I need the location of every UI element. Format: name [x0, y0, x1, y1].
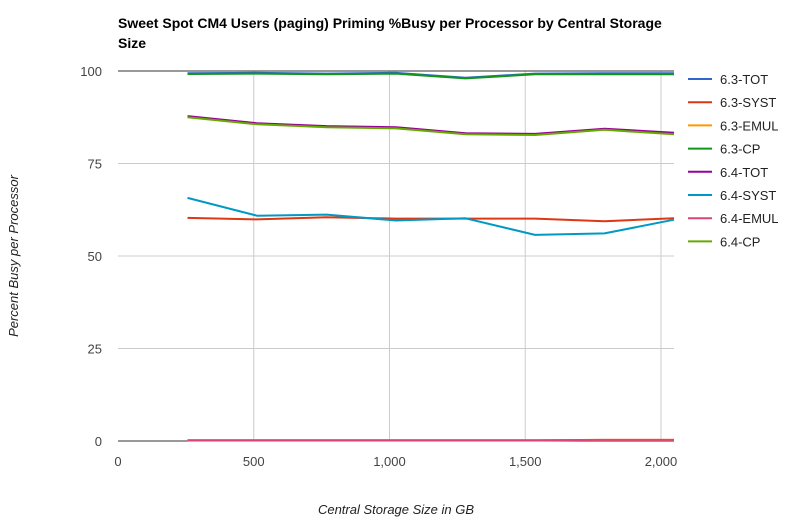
legend-label: 6.4-CP: [720, 234, 760, 249]
x-tick-label: 1,000: [373, 454, 406, 469]
y-tick-label: 100: [80, 64, 102, 79]
legend-item[interactable]: 6.4-CP: [688, 234, 760, 249]
legend-item[interactable]: 6.4-TOT: [688, 165, 768, 180]
legend-item[interactable]: 6.3-SYST: [688, 95, 776, 110]
y-tick-label: 25: [88, 342, 102, 357]
legend-item[interactable]: 6.3-CP: [688, 142, 760, 157]
legend-label: 6.3-EMUL: [720, 118, 779, 133]
y-tick-label: 50: [88, 249, 102, 264]
legend-item[interactable]: 6.4-EMUL: [688, 211, 779, 226]
legend-label: 6.4-SYST: [720, 188, 776, 203]
y-tick-label: 0: [95, 434, 102, 449]
x-tick-label: 0: [114, 454, 121, 469]
series-lines: [187, 71, 675, 442]
legend-item[interactable]: 6.4-SYST: [688, 188, 776, 203]
x-axis-title: Central Storage Size in GB: [318, 502, 474, 517]
x-tick-label: 500: [243, 454, 265, 469]
x-tick-label: 2,000: [645, 454, 678, 469]
series-line-6.4-cp: [187, 116, 675, 136]
legend[interactable]: 6.3-TOT 6.3-SYST 6.3-EMUL 6.3-CP 6.4-TOT 6.4-…: [688, 72, 779, 249]
x-tick-label: 1,500: [509, 454, 542, 469]
legend-label: 6.4-TOT: [720, 165, 768, 180]
legend-label: 6.4-EMUL: [720, 211, 779, 226]
tick-labels: 0 25 50 75 100 0 500 1,000 1,500 2,000: [80, 64, 677, 469]
legend-label: 6.3-CP: [720, 142, 760, 157]
series-line-6.3-cp: [187, 72, 674, 80]
series-line-6.4-tot: [187, 115, 675, 135]
legend-item[interactable]: 6.3-TOT: [688, 72, 768, 87]
y-axis-title: Percent Busy per Processor: [6, 174, 21, 337]
y-tick-label: 75: [88, 157, 102, 172]
chart-title: Sweet Spot CM4 Users (paging) Priming %B…: [118, 15, 662, 51]
series-line-6.4-syst: [187, 196, 675, 236]
legend-label: 6.3-SYST: [720, 95, 776, 110]
grid-lines: [118, 70, 674, 441]
legend-label: 6.3-TOT: [720, 72, 768, 87]
legend-item[interactable]: 6.3-EMUL: [688, 118, 779, 133]
